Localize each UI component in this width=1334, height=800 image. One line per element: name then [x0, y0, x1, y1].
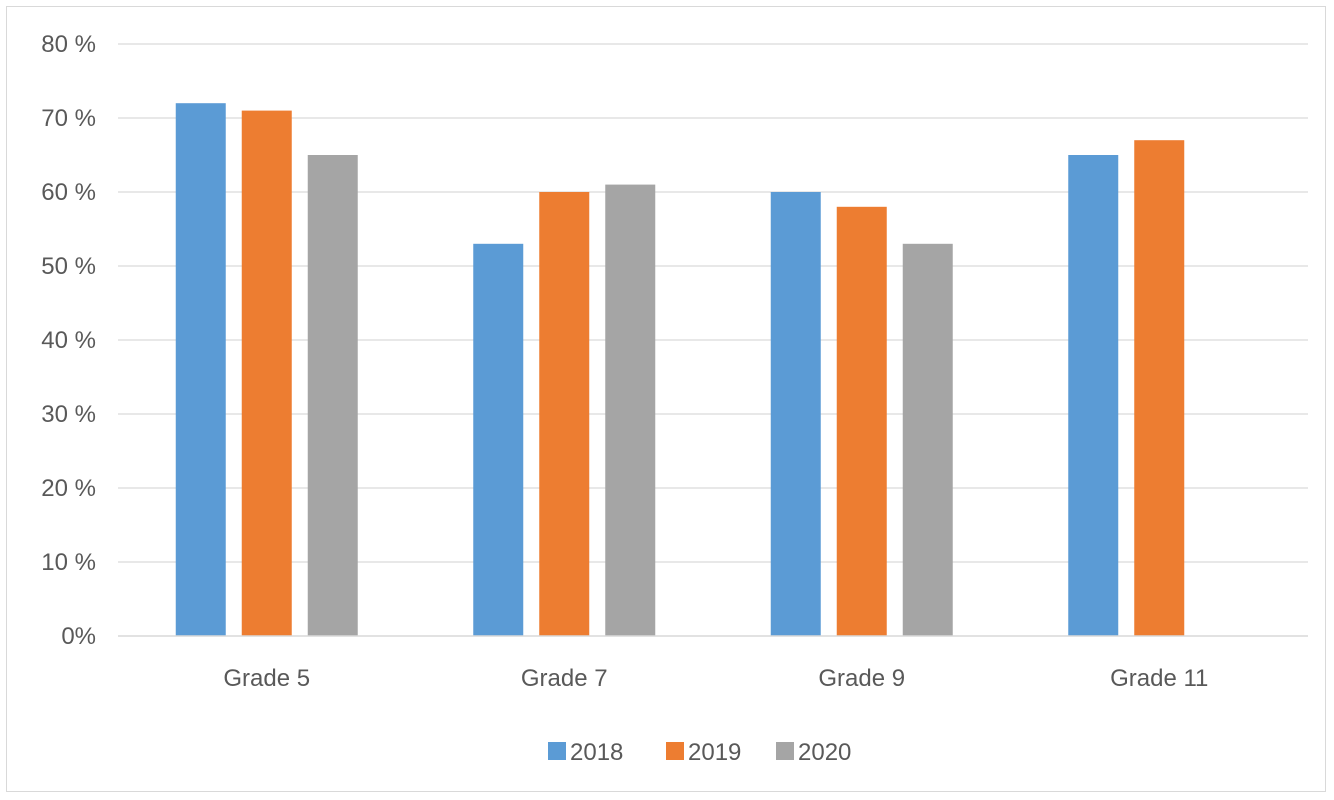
bar-2018-grade-5: [175, 103, 226, 636]
y-tick-label: 30 %: [41, 401, 96, 428]
bar-2018-grade-9: [770, 192, 821, 636]
y-tick-label: 80 %: [41, 31, 96, 58]
y-tick-label: 20 %: [41, 475, 96, 502]
legend-swatch-2020: [776, 742, 794, 760]
bar-2020-grade-7: [605, 184, 656, 636]
legend-swatch-2018: [548, 742, 566, 760]
x-category-label: Grade 5: [223, 665, 310, 692]
legend-label: 2019: [688, 739, 741, 766]
y-axis-ticks: 0% 10 % 20 % 30 % 40 % 50 % 60 % 70 % 80 %: [41, 31, 96, 650]
y-tick-label: 60 %: [41, 179, 96, 206]
bar-2019-grade-11: [1134, 140, 1185, 636]
legend-label: 2018: [570, 739, 623, 766]
x-category-label: Grade 11: [1110, 665, 1208, 692]
legend-label: 2020: [798, 739, 851, 766]
legend-swatch-2019: [666, 742, 684, 760]
y-tick-label: 40 %: [41, 327, 96, 354]
bar-2019-grade-7: [539, 192, 590, 636]
bar-2020-grade-5: [307, 155, 358, 636]
bar-2020-grade-9: [902, 243, 953, 637]
gridlines: [118, 43, 1308, 563]
x-category-label: Grade 7: [521, 665, 608, 692]
x-category-label: Grade 9: [818, 665, 905, 692]
y-tick-label: 70 %: [41, 105, 96, 132]
y-tick-label: 50 %: [41, 253, 96, 280]
bar-2019-grade-5: [241, 110, 292, 637]
y-tick-label: 0%: [61, 623, 96, 650]
bar-2019-grade-9: [836, 206, 887, 637]
y-tick-label: 10 %: [41, 549, 96, 576]
bar-2018-grade-11: [1068, 155, 1119, 636]
legend: 2018 2019 2020: [548, 739, 851, 766]
bars: [175, 103, 1185, 637]
x-axis-categories: Grade 5 Grade 7 Grade 9 Grade 11: [223, 665, 1208, 692]
bar-2018-grade-7: [473, 243, 524, 637]
